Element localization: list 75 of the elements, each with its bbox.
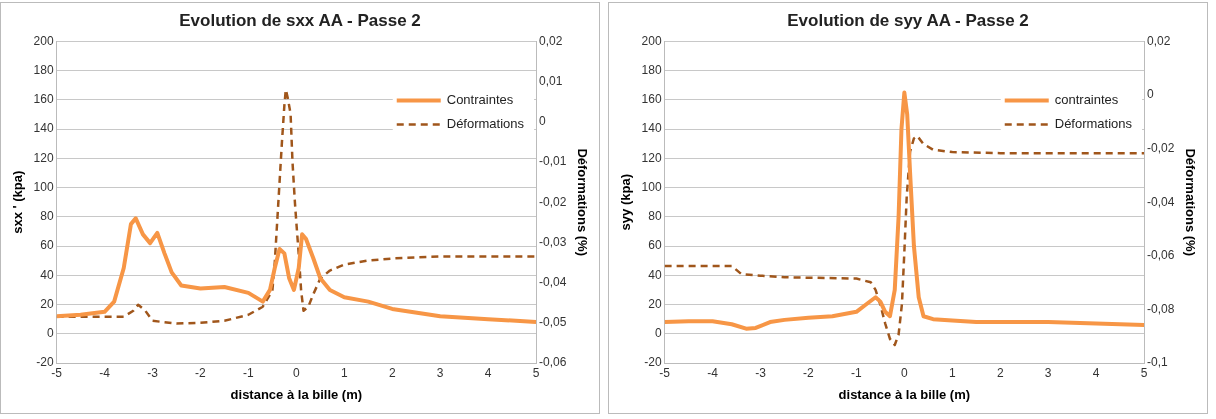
x-tick-label: 1 [340, 365, 348, 380]
x-tick-label: -5 [51, 365, 63, 380]
x-tick-label: -3 [147, 365, 159, 380]
y2-tick-label: -0,06 [539, 355, 567, 370]
x-tick-label: -5 [659, 365, 671, 380]
y-axis-title: syy (kpa) [618, 174, 634, 231]
x-tick-label: -4 [99, 365, 111, 380]
y-tick-label: 20 [648, 296, 662, 311]
y-tick-label: 60 [40, 238, 54, 253]
y-axis-title: sxx ' (kpa) [10, 170, 26, 234]
x-tick-label: 5 [532, 365, 540, 380]
y2-tick-label: -0,04 [1147, 194, 1175, 209]
x-tick-label: 2 [996, 365, 1004, 380]
x-tick-label: -1 [851, 365, 863, 380]
y-tick-label: 80 [648, 209, 662, 224]
legend-label: contraintes [1054, 91, 1119, 107]
y2-tick-label: -0,03 [539, 234, 567, 249]
x-tick-label: 3 [1044, 365, 1052, 380]
y-tick-label: 40 [648, 267, 662, 282]
x-tick-label: 1 [948, 365, 956, 380]
y2-tick-label: -0,05 [539, 315, 567, 330]
y2-tick-label: 0,02 [1147, 33, 1171, 48]
y-tick-label: 80 [40, 209, 54, 224]
x-tick-label: -2 [803, 365, 815, 380]
y-tick-label: 200 [33, 33, 54, 48]
x-axis-title: distance à la bille (m) [230, 386, 363, 402]
y2-tick-label: -0,06 [1147, 248, 1175, 263]
y2-tick-label: -0,04 [539, 274, 567, 289]
y-tick-label: 180 [33, 62, 54, 77]
legend-label: Déformations [446, 115, 525, 131]
y2-tick-label: -0,02 [539, 194, 567, 209]
x-tick-label: 0 [292, 365, 300, 380]
x-tick-label: -4 [707, 365, 719, 380]
y2-tick-label: -0,01 [539, 154, 567, 169]
y2-tick-label: -0,08 [1147, 301, 1175, 316]
y-tick-label: -20 [644, 355, 662, 370]
y-tick-label: 20 [40, 296, 54, 311]
chart-title: Evolution de sxx AA - Passe 2 [179, 10, 421, 30]
y-tick-label: 160 [641, 92, 662, 107]
x-tick-label: 4 [1092, 365, 1100, 380]
x-tick-label: -1 [243, 365, 255, 380]
y-tick-label: 100 [33, 179, 54, 194]
y2-tick-label: -0,1 [1147, 355, 1169, 370]
legend-label: Contraintes [446, 91, 514, 107]
legend-label: Déformations [1054, 115, 1133, 131]
y2-axis-title: Déformations (%) [1182, 148, 1198, 257]
x-tick-label: 0 [900, 365, 908, 380]
x-tick-label: -3 [755, 365, 767, 380]
y-tick-label: -20 [36, 355, 54, 370]
y2-tick-label: 0 [1147, 87, 1155, 102]
x-tick-label: 5 [1140, 365, 1148, 380]
y-tick-label: 60 [648, 238, 662, 253]
y-tick-label: 120 [641, 150, 662, 165]
y-tick-label: 200 [641, 33, 662, 48]
y-tick-label: 0 [46, 326, 54, 341]
y2-tick-label: 0,02 [539, 33, 563, 48]
y-tick-label: 160 [33, 92, 54, 107]
y2-tick-label: 0 [539, 114, 547, 129]
y-tick-label: 40 [40, 267, 54, 282]
x-tick-label: -2 [195, 365, 207, 380]
y-tick-label: 180 [641, 62, 662, 77]
x-tick-label: 4 [484, 365, 492, 380]
x-axis-title: distance à la bille (m) [838, 386, 971, 402]
y2-tick-label: 0,01 [539, 73, 563, 88]
y2-axis-title: Déformations (%) [574, 148, 590, 257]
y-tick-label: 120 [33, 150, 54, 165]
y-tick-label: 140 [641, 121, 662, 136]
y-tick-label: 100 [641, 179, 662, 194]
x-tick-label: 3 [436, 365, 444, 380]
y-tick-label: 0 [654, 326, 662, 341]
chart-title: Evolution de syy AA - Passe 2 [787, 10, 1029, 30]
line-series [664, 134, 1145, 347]
x-tick-label: 2 [388, 365, 396, 380]
y2-tick-label: -0,02 [1147, 140, 1175, 155]
y-tick-label: 140 [33, 121, 54, 136]
